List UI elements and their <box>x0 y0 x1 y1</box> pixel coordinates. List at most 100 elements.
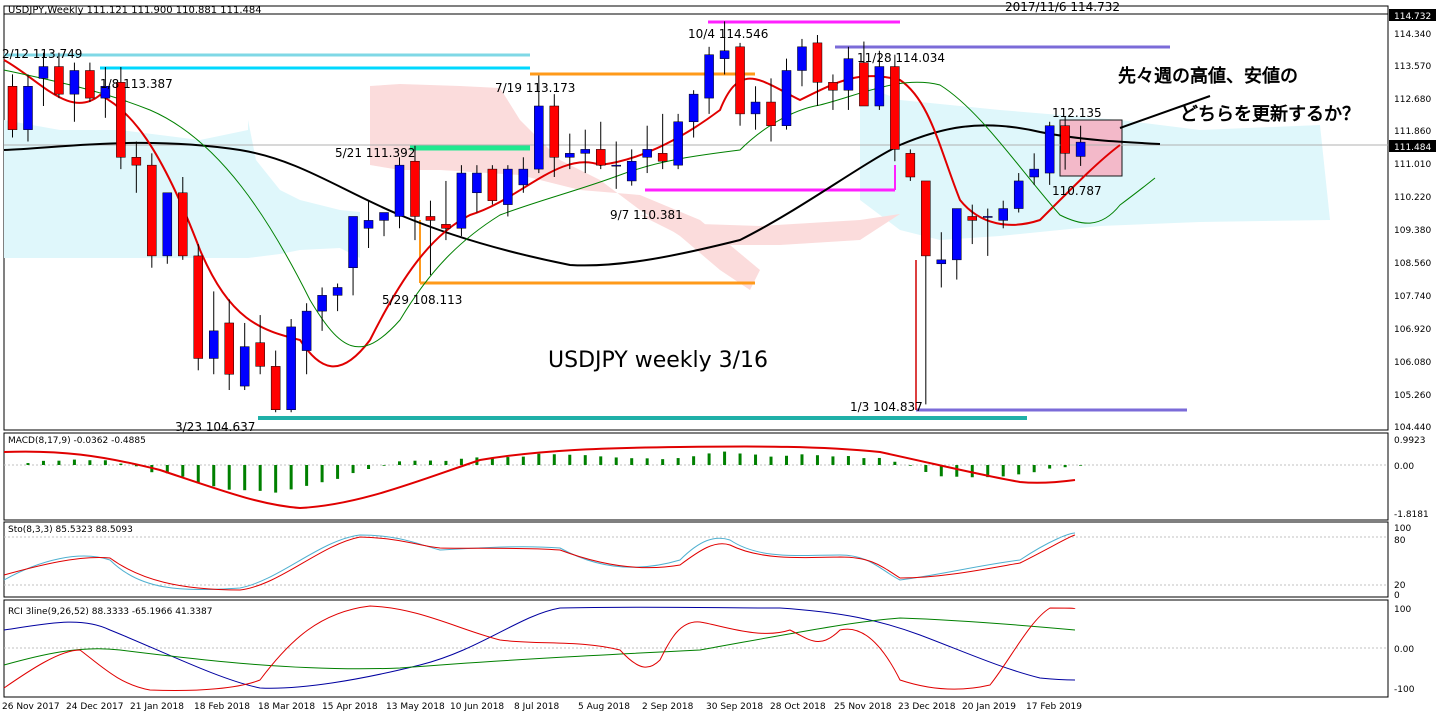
sto-tick: 0 <box>1394 591 1400 601</box>
candle-bear <box>766 101 776 126</box>
candle-bear <box>54 66 64 95</box>
current-price-value: 111.484 <box>1394 143 1431 153</box>
price-tick: 105.260 <box>1394 391 1431 401</box>
candle-bear <box>178 192 188 257</box>
ma-red-line <box>3 59 1121 368</box>
time-axis: 26 Nov 2017 24 Dec 2017 21 Jan 2018 18 F… <box>2 702 1082 712</box>
time-tick: 8 Jul 2018 <box>514 702 559 712</box>
candle-bull <box>518 168 529 186</box>
rci-tick: 100 <box>1394 605 1411 615</box>
annotation-label: 5/29 108.113 <box>382 293 462 307</box>
annotation-label: 7/19 113.173 <box>495 81 575 95</box>
time-tick: 18 Feb 2018 <box>194 702 250 712</box>
rci-label: RCI 3line(9,26,52) 88.3333 -65.1966 41.3… <box>8 607 212 617</box>
cloud-green-0 <box>4 120 248 258</box>
time-tick: 30 Sep 2018 <box>706 702 763 712</box>
cloud-green-1 <box>248 120 360 258</box>
time-tick: 17 Feb 2019 <box>1026 702 1082 712</box>
annotation-label: 11/28 114.034 <box>857 51 945 65</box>
candle-bear <box>967 216 978 221</box>
candle-bull <box>162 192 173 257</box>
time-tick: 23 Dec 2018 <box>898 702 956 712</box>
price-tick: 106.920 <box>1394 325 1431 335</box>
candle-bull <box>317 295 327 312</box>
candle-bull <box>982 216 993 218</box>
candle-bull <box>673 121 683 166</box>
candle-bull <box>952 208 962 261</box>
macd-tick: 0.9923 <box>1394 436 1426 446</box>
candle-bull <box>642 149 652 158</box>
candle-bull <box>38 66 49 79</box>
time-tick: 5 Aug 2018 <box>578 702 630 712</box>
annotation-label: 112.135 <box>1052 106 1102 120</box>
annotation-label: 2/12 113.749 <box>2 47 82 61</box>
candle-bull <box>936 259 947 265</box>
price-tick: 110.220 <box>1394 193 1431 203</box>
sto-label: Sto(8,3,3) 85.5323 88.5093 <box>8 525 133 535</box>
sto-tick: 100 <box>1394 524 1411 534</box>
rci-tick: -100 <box>1394 685 1415 695</box>
macd-tick: 0.00 <box>1394 462 1414 472</box>
candle-bull <box>69 70 80 95</box>
price-tick: 108.560 <box>1394 259 1431 269</box>
candle-bull <box>208 330 219 359</box>
sto-tick: 80 <box>1394 536 1406 546</box>
candle-bull <box>719 50 730 59</box>
candle-bull <box>394 164 405 217</box>
candle-bear <box>812 42 823 83</box>
candle-bear <box>131 157 142 166</box>
candle-bear <box>828 82 838 91</box>
candle-bull <box>23 86 33 130</box>
candle-bull <box>332 287 343 296</box>
price-tick: 104.440 <box>1394 423 1431 433</box>
candle-bull <box>363 220 374 229</box>
candle-bear <box>595 149 606 166</box>
macd-label: MACD(8,17,9) -0.0362 -0.4885 <box>8 436 146 446</box>
candle-bull <box>534 105 544 170</box>
cloud-red-0 <box>370 84 760 290</box>
candle-bull <box>797 46 807 71</box>
time-tick: 13 May 2018 <box>386 702 445 712</box>
candle-bear <box>657 153 668 162</box>
candle-bear <box>410 160 420 217</box>
time-tick: 2 Sep 2018 <box>642 702 694 712</box>
candle-bear <box>147 164 157 257</box>
time-tick: 26 Nov 2017 <box>2 702 60 712</box>
candle-bull <box>580 149 591 154</box>
candle-bull <box>565 153 575 158</box>
rci-long-line <box>3 606 1076 689</box>
rci-mid-line <box>3 617 1076 670</box>
candle-bear <box>487 168 498 201</box>
candle-bull <box>379 212 389 221</box>
candle-bear <box>905 153 916 178</box>
time-tick: 28 Oct 2018 <box>770 702 826 712</box>
ma-green-line <box>3 69 1156 348</box>
time-tick: 21 Jan 2018 <box>130 702 184 712</box>
chart-watermark: USDJPY weekly 3/16 <box>548 348 768 373</box>
candles-group <box>7 21 1086 413</box>
comment-arrow <box>1119 95 1211 129</box>
annotation-label: 9/7 110.381 <box>610 208 683 222</box>
annotation-label: 10/4 114.546 <box>688 27 768 41</box>
ma-black-line <box>3 124 1161 267</box>
top-price-value: 114.732 <box>1394 12 1431 22</box>
rci-tick: 0.00 <box>1394 645 1414 655</box>
annotation-label: 5/21 111.392 <box>335 146 415 160</box>
time-tick: 25 Nov 2018 <box>834 702 892 712</box>
candle-bull <box>1029 168 1039 178</box>
candle-bull <box>348 216 358 268</box>
time-tick: 20 Jan 2019 <box>962 702 1016 712</box>
time-tick: 24 Dec 2017 <box>66 702 124 712</box>
candle-bear <box>549 105 560 158</box>
candle-bull <box>301 310 312 351</box>
macd-tick: -1.8181 <box>1394 510 1429 520</box>
price-tick: 106.080 <box>1394 358 1431 368</box>
candle-bear <box>735 46 745 115</box>
macd-signal-line <box>3 445 1076 510</box>
time-tick: 15 Apr 2018 <box>322 702 378 712</box>
candle-bull <box>750 101 761 115</box>
candle-bull <box>1044 125 1055 174</box>
candle-bull <box>472 172 482 194</box>
cloud-red-1 <box>640 214 900 245</box>
